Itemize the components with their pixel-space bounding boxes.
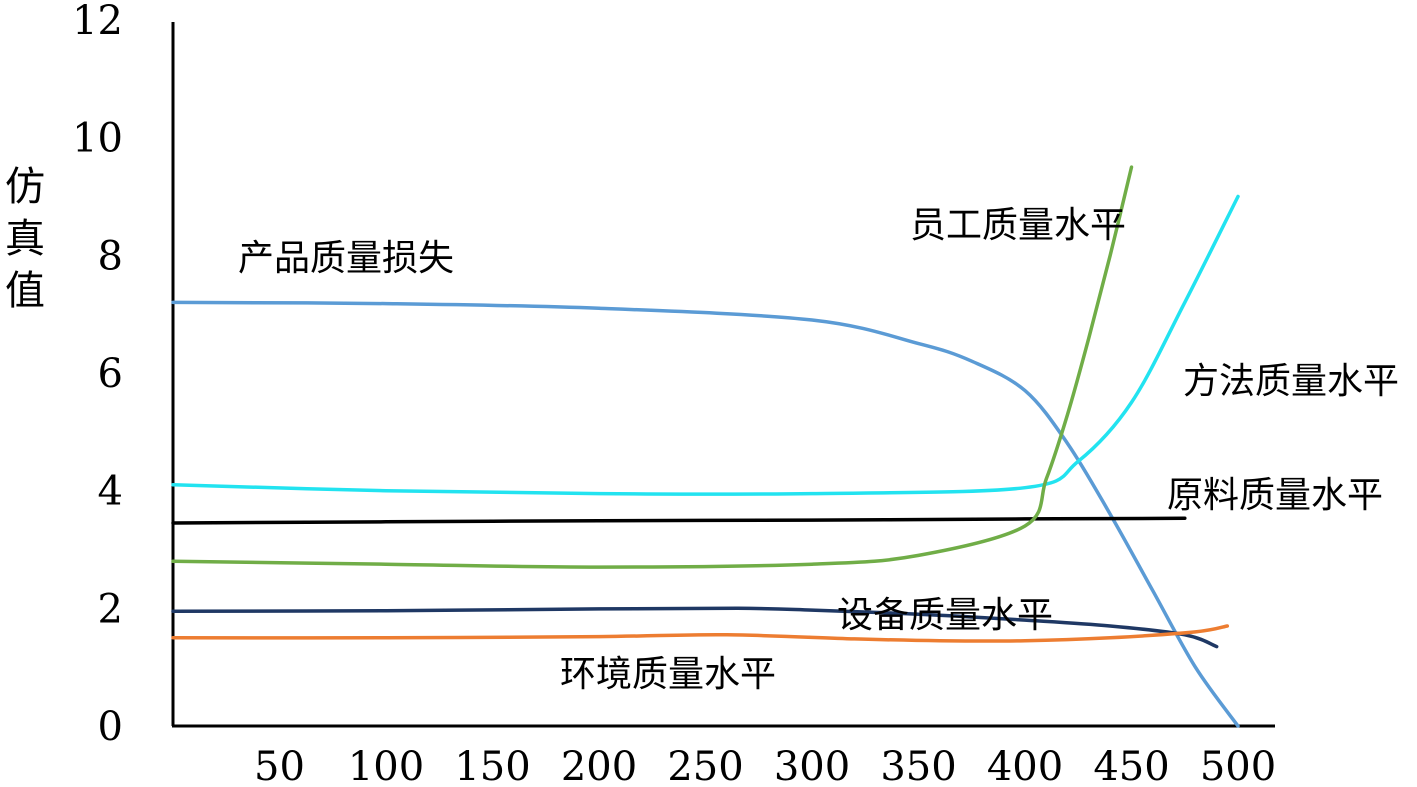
series-label-1: 方法质量水平 (1183, 361, 1399, 402)
x-tick-label: 400 (987, 744, 1063, 787)
y-tick-label: 12 (72, 0, 123, 44)
x-tick-labels: 50 100 150 200 250 300 350 400 450 500 (254, 744, 1276, 787)
series-line-2 (171, 516, 1187, 525)
series-line-3 (171, 165, 1134, 569)
y-tick-label: 4 (98, 469, 123, 515)
series-label-3: 员工质量水平 (910, 205, 1126, 246)
y-tick-label: 2 (98, 586, 123, 632)
x-tick-label: 350 (880, 744, 956, 787)
y-axis-label: 仿真值 (5, 164, 45, 314)
series-line-0 (171, 300, 1240, 728)
series-label-5: 环境质量水平 (560, 654, 776, 695)
chart-axes (171, 22, 1275, 728)
series-label-2: 原料质量水平 (1167, 475, 1383, 516)
y-axis-label-char: 真 (5, 216, 45, 262)
x-tick-label: 500 (1200, 744, 1276, 787)
x-tick-label: 250 (667, 744, 743, 787)
y-tick-labels: 0 2 4 6 8 10 12 (72, 0, 123, 750)
series-lines (171, 165, 1240, 728)
y-axis-label-char: 值 (5, 268, 45, 314)
x-tick-label: 300 (774, 744, 850, 787)
y-tick-label: 6 (98, 351, 123, 397)
y-axis-label-char: 仿 (5, 164, 45, 210)
y-tick-label: 0 (98, 704, 123, 750)
series-line-5 (171, 624, 1230, 643)
y-tick-label: 8 (98, 233, 123, 279)
x-tick-label: 200 (561, 744, 637, 787)
y-tick-label: 10 (72, 116, 123, 162)
series-line-4 (171, 606, 1219, 649)
series-label-4: 设备质量水平 (837, 595, 1053, 636)
x-tick-label: 150 (454, 744, 530, 787)
series-line-1 (171, 194, 1240, 496)
x-tick-label: 50 (254, 744, 305, 787)
series-label-0: 产品质量损失 (238, 238, 454, 279)
x-tick-label: 100 (348, 744, 424, 787)
x-tick-label: 450 (1093, 744, 1169, 787)
